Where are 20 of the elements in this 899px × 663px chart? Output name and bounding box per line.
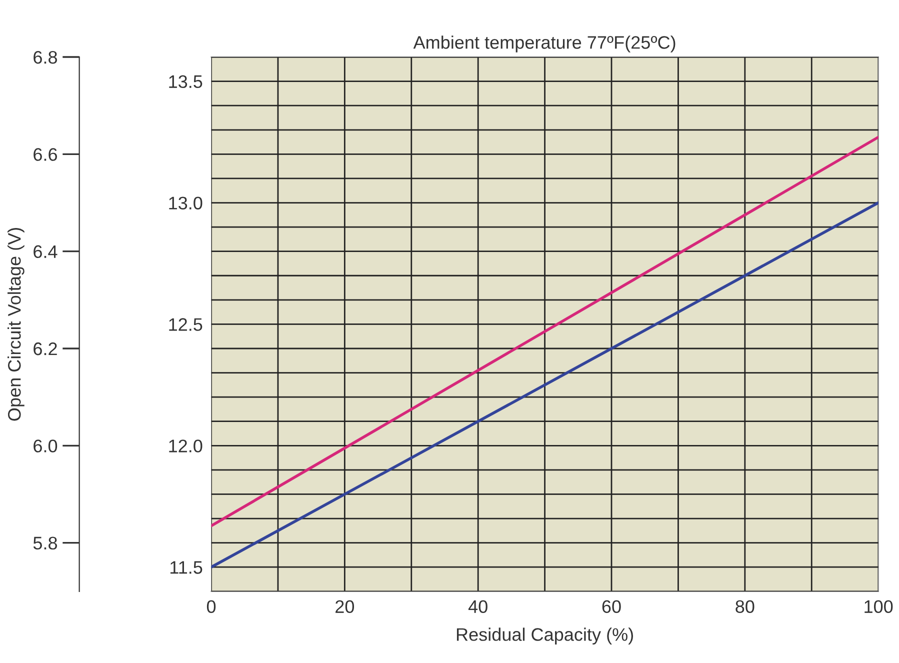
- x-tick-label: 100: [864, 600, 893, 613]
- x-axis-title: Residual Capacity (%): [456, 628, 633, 645]
- x-tick-label: 80: [736, 600, 754, 613]
- x-tick-label: 60: [602, 600, 621, 613]
- y-tick-label: 6.6: [34, 148, 57, 161]
- y2-tick-label: 12.5: [169, 318, 202, 331]
- x-tick-label: 0: [206, 600, 216, 613]
- y2-tick-label: 13.0: [169, 196, 202, 210]
- x-tick-label: 40: [468, 600, 488, 613]
- y-tick-label: 6.0: [34, 440, 58, 452]
- y-tick-label: 5.8: [33, 536, 58, 550]
- y-axis-title: Open Circuit Voltage (V): [8, 228, 24, 421]
- y-tick-label: 6.2: [34, 342, 57, 356]
- y2-tick-label: 11.5: [170, 561, 202, 574]
- y-tick-label: 6.4: [34, 245, 58, 258]
- y2-tick-label: 12.0: [169, 440, 202, 452]
- y-tick-label: 6.8: [34, 50, 58, 64]
- x-tick-label: 20: [336, 600, 354, 613]
- chart-title: Ambient temperature 77ºF(25ºC): [413, 36, 676, 52]
- y2-tick-label: 13.5: [169, 75, 202, 88]
